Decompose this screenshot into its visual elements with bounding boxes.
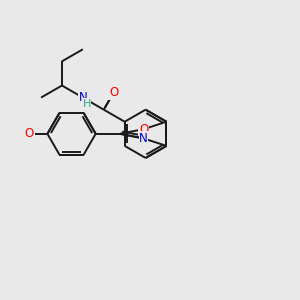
Text: O: O: [25, 127, 34, 140]
Text: N: N: [139, 132, 148, 145]
Text: O: O: [109, 86, 118, 99]
Text: H: H: [82, 99, 91, 109]
Text: N: N: [79, 91, 87, 104]
Text: O: O: [139, 123, 148, 136]
